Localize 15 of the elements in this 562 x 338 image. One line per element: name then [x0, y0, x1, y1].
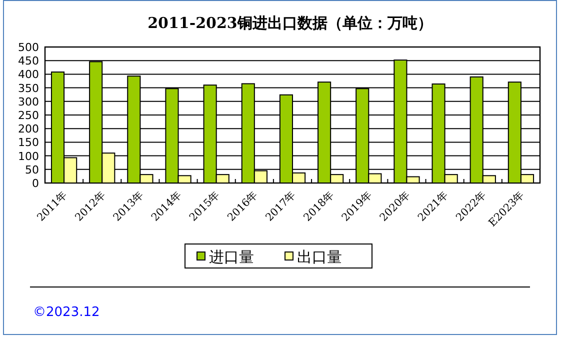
legend-label: 进口量: [209, 248, 254, 266]
y-tick-label: 400: [18, 68, 39, 82]
y-tick-label: 350: [18, 82, 39, 95]
text: ©2023.12: [33, 305, 100, 320]
y-tick-label: 500: [18, 41, 39, 54]
y-tick-label: 250: [18, 109, 39, 122]
y-tick-label: 100: [18, 150, 39, 163]
y-tick-label: 50: [25, 163, 39, 176]
y-tick-label: 0: [32, 177, 39, 190]
y-tick-label: 450: [18, 54, 39, 68]
y-tick-label: 300: [18, 95, 39, 108]
legend-label: 出口量: [297, 248, 342, 266]
y-tick-label: 200: [18, 122, 39, 136]
y-tick-label: 150: [18, 136, 39, 150]
chart-title: 2011-2023铜进出口数据（单位：万吨）: [148, 14, 432, 32]
